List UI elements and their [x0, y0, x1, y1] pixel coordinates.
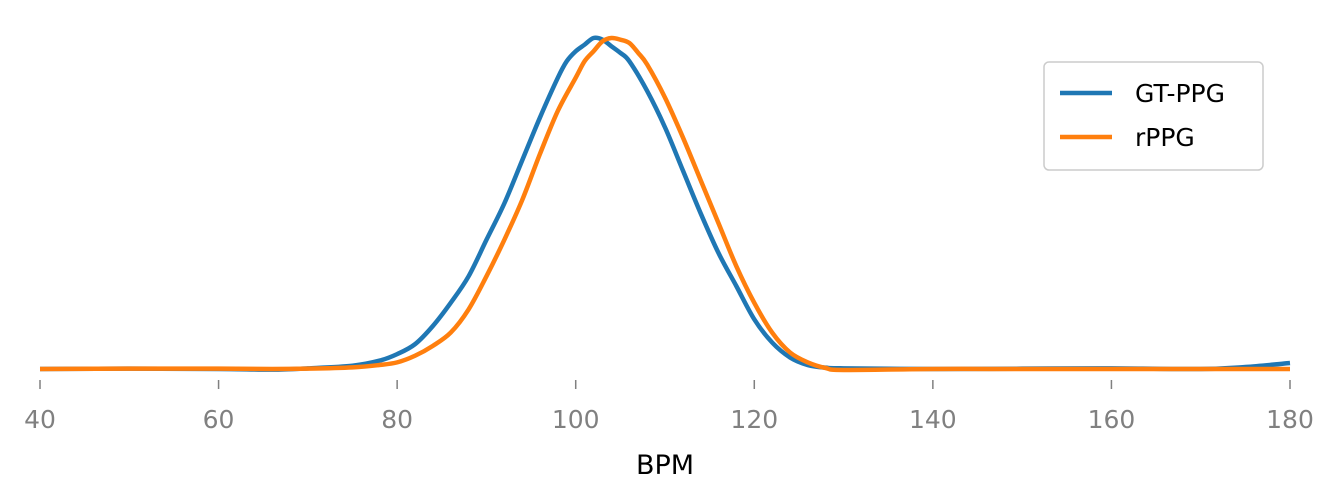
legend-label: rPPG — [1135, 123, 1195, 152]
x-tick-label: 80 — [381, 405, 413, 434]
x-tick-label: 140 — [909, 405, 957, 434]
x-tick-label: 120 — [730, 405, 778, 434]
x-tick-label: 60 — [203, 405, 235, 434]
legend-box — [1043, 61, 1264, 171]
legend: GT-PPG rPPG — [1043, 61, 1264, 171]
x-tick-label: 180 — [1266, 405, 1314, 434]
x-axis: 40 60 80 100 120 140 160 180 — [24, 380, 1314, 434]
x-tick-label: 160 — [1088, 405, 1136, 434]
x-tick-label: 40 — [24, 405, 56, 434]
x-tick-label: 100 — [552, 405, 600, 434]
legend-label: GT-PPG — [1135, 79, 1225, 108]
plot-area — [39, 35, 1291, 373]
legend-items: GT-PPG rPPG — [1060, 79, 1225, 152]
series-line-rppg — [39, 35, 1290, 373]
x-axis-title: BPM — [636, 450, 694, 481]
